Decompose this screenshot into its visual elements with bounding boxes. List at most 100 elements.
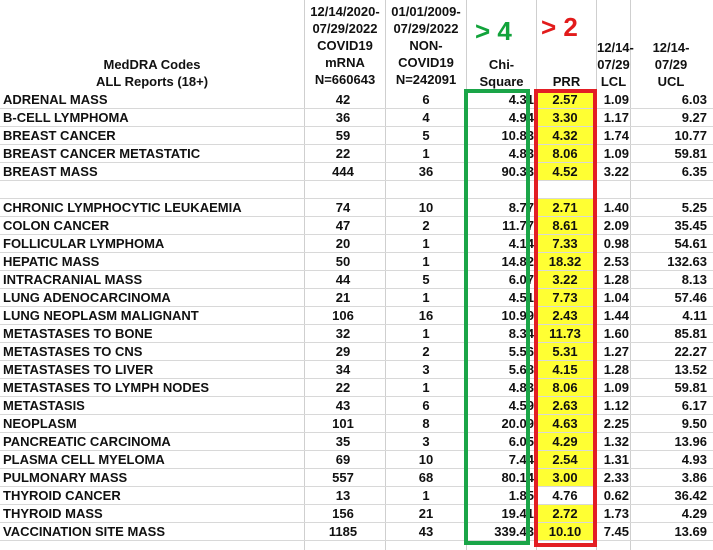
prr-value: 2.43 xyxy=(536,307,594,325)
header-ucl: 12/14- 07/29 UCL xyxy=(631,0,711,90)
prr-highlight-box xyxy=(534,89,597,547)
covid-count: 74 xyxy=(335,200,351,215)
prr-value: 11.73 xyxy=(536,325,594,343)
prr-value: 4.76 xyxy=(552,488,578,503)
row-divider xyxy=(0,126,713,127)
table-row: INTRACRANIAL MASS 44 5 6.07 3.22 1.28 8.13 xyxy=(0,271,713,289)
prr-value: 4.32 xyxy=(536,127,594,145)
row-name: BREAST CANCER xyxy=(3,128,116,143)
noncovid-count: 1 xyxy=(422,326,430,341)
row-divider xyxy=(0,342,713,343)
header-covid: 12/14/2020- 07/29/2022 COVID19 mRNA N=66… xyxy=(305,0,385,88)
prr-value: 8.06 xyxy=(536,379,594,397)
row-divider xyxy=(0,162,713,163)
row-name: COLON CANCER xyxy=(3,218,110,233)
covid-count: 43 xyxy=(335,398,351,413)
covid-count: 34 xyxy=(335,362,351,377)
row-divider xyxy=(0,216,713,217)
covid-count: 29 xyxy=(335,344,351,359)
lcl-value: 2.25 xyxy=(603,416,629,431)
covid-count: 69 xyxy=(335,452,351,467)
ucl-value xyxy=(630,181,710,199)
row-divider xyxy=(0,180,713,181)
noncovid-count: 1 xyxy=(422,380,430,395)
ucl-value: 36.42 xyxy=(674,488,707,503)
lcl-value xyxy=(597,181,629,199)
table-row: METASTASES TO LIVER 34 3 5.68 4.15 1.28 13.52 xyxy=(0,361,713,379)
lcl-value: 0.62 xyxy=(603,488,629,503)
lcl-value: 2.33 xyxy=(603,470,629,485)
noncovid-count: 3 xyxy=(422,434,430,449)
noncovid-count: 16 xyxy=(418,308,434,323)
prr-value: 8.06 xyxy=(536,145,594,163)
noncovid-count: 8 xyxy=(422,416,430,431)
lcl-value: 1.27 xyxy=(603,344,629,359)
ucl-value: 54.61 xyxy=(674,236,707,251)
ucl-value: 59.81 xyxy=(674,380,707,395)
table-row: CHRONIC LYMPHOCYTIC LEUKAEMIA 74 10 8.77 2.7… xyxy=(0,199,713,217)
prr-value: 10.10 xyxy=(536,523,594,541)
prr-value: 5.31 xyxy=(536,343,594,361)
table-row: THYROID MASS 156 21 19.41 2.72 1.73 4.29 xyxy=(0,505,713,523)
chi-square-value: 80.14 xyxy=(501,470,534,485)
row-divider xyxy=(0,324,713,325)
header-prr: PRR xyxy=(537,0,596,90)
row-divider xyxy=(0,108,713,109)
lcl-value: 1.09 xyxy=(603,146,629,161)
ucl-value: 9.27 xyxy=(681,110,707,125)
ucl-value: 13.69 xyxy=(674,524,707,539)
covid-count: 50 xyxy=(335,254,351,269)
noncovid-count: 2 xyxy=(422,344,430,359)
row-name: VACCINATION SITE MASS xyxy=(3,524,166,539)
header-line: COVID19 xyxy=(317,38,373,53)
noncovid-count: 1 xyxy=(422,236,430,251)
header-line: mRNA xyxy=(325,55,365,70)
table-row: PANCREATIC CARCINOMA 35 3 6.05 4.29 1.32 13.96 xyxy=(0,433,713,451)
lcl-value: 2.53 xyxy=(603,254,629,269)
lcl-value: 1.12 xyxy=(603,398,629,413)
noncovid-count xyxy=(386,181,466,199)
lcl-value: 1.73 xyxy=(603,506,629,521)
prr-value: 4.63 xyxy=(536,415,594,433)
header-line: Square xyxy=(479,74,524,89)
table-row: HEPATIC MASS 50 1 14.82 18.32 2.53 132.63 xyxy=(0,253,713,271)
table-row: BREAST CANCER 59 5 10.83 4.32 1.74 10.77 xyxy=(0,127,713,145)
row-name: HEPATIC MASS xyxy=(3,254,100,269)
noncovid-count: 1 xyxy=(422,146,430,161)
row-name: THYROID MASS xyxy=(3,506,103,521)
chi-square-value: 19.41 xyxy=(501,506,534,521)
row-name: CHRONIC LYMPHOCYTIC LEUKAEMIA xyxy=(3,200,242,215)
header-line: PRR xyxy=(552,74,581,89)
lcl-value: 1.09 xyxy=(603,380,629,395)
header-line: 07/29 xyxy=(597,57,630,72)
lcl-value: 1.44 xyxy=(603,308,629,323)
header-line: Chi- xyxy=(488,57,515,72)
row-divider xyxy=(0,540,713,541)
header-line: LCL xyxy=(600,74,627,89)
lcl-value: 2.09 xyxy=(603,218,629,233)
ucl-value: 6.03 xyxy=(681,92,707,107)
noncovid-count: 10 xyxy=(418,452,434,467)
lcl-value: 1.09 xyxy=(603,92,629,107)
table-row: BREAST MASS 444 36 90.33 4.52 3.22 6.35 xyxy=(0,163,713,181)
prr-value: 3.30 xyxy=(536,109,594,127)
row-divider xyxy=(0,378,713,379)
column-divider xyxy=(304,0,305,550)
row-name: LUNG ADENOCARCINOMA xyxy=(3,290,171,305)
header-line: ALL Reports (18+) xyxy=(95,74,209,89)
row-divider xyxy=(0,468,713,469)
noncovid-count: 5 xyxy=(422,128,430,143)
chi-square-value: 20.09 xyxy=(501,416,534,431)
row-divider xyxy=(0,522,713,523)
header-noncovid: 01/01/2009- 07/29/2022 NON- COVID19 N=24… xyxy=(386,0,466,88)
table-row-spacer xyxy=(0,181,713,199)
row-name: PLASMA CELL MYELOMA xyxy=(3,452,165,467)
ucl-value: 9.50 xyxy=(681,416,707,431)
row-name: METASTASES TO LYMPH NODES xyxy=(3,380,210,395)
table-row: METASTASES TO BONE 32 1 8.34 11.73 1.60 85.81 xyxy=(0,325,713,343)
prr-value: 4.15 xyxy=(536,361,594,379)
table-row: METASTASIS 43 6 4.59 2.63 1.12 6.17 xyxy=(0,397,713,415)
noncovid-count: 4 xyxy=(422,110,430,125)
header-line: NON- xyxy=(409,38,443,53)
ucl-value: 13.52 xyxy=(674,362,707,377)
